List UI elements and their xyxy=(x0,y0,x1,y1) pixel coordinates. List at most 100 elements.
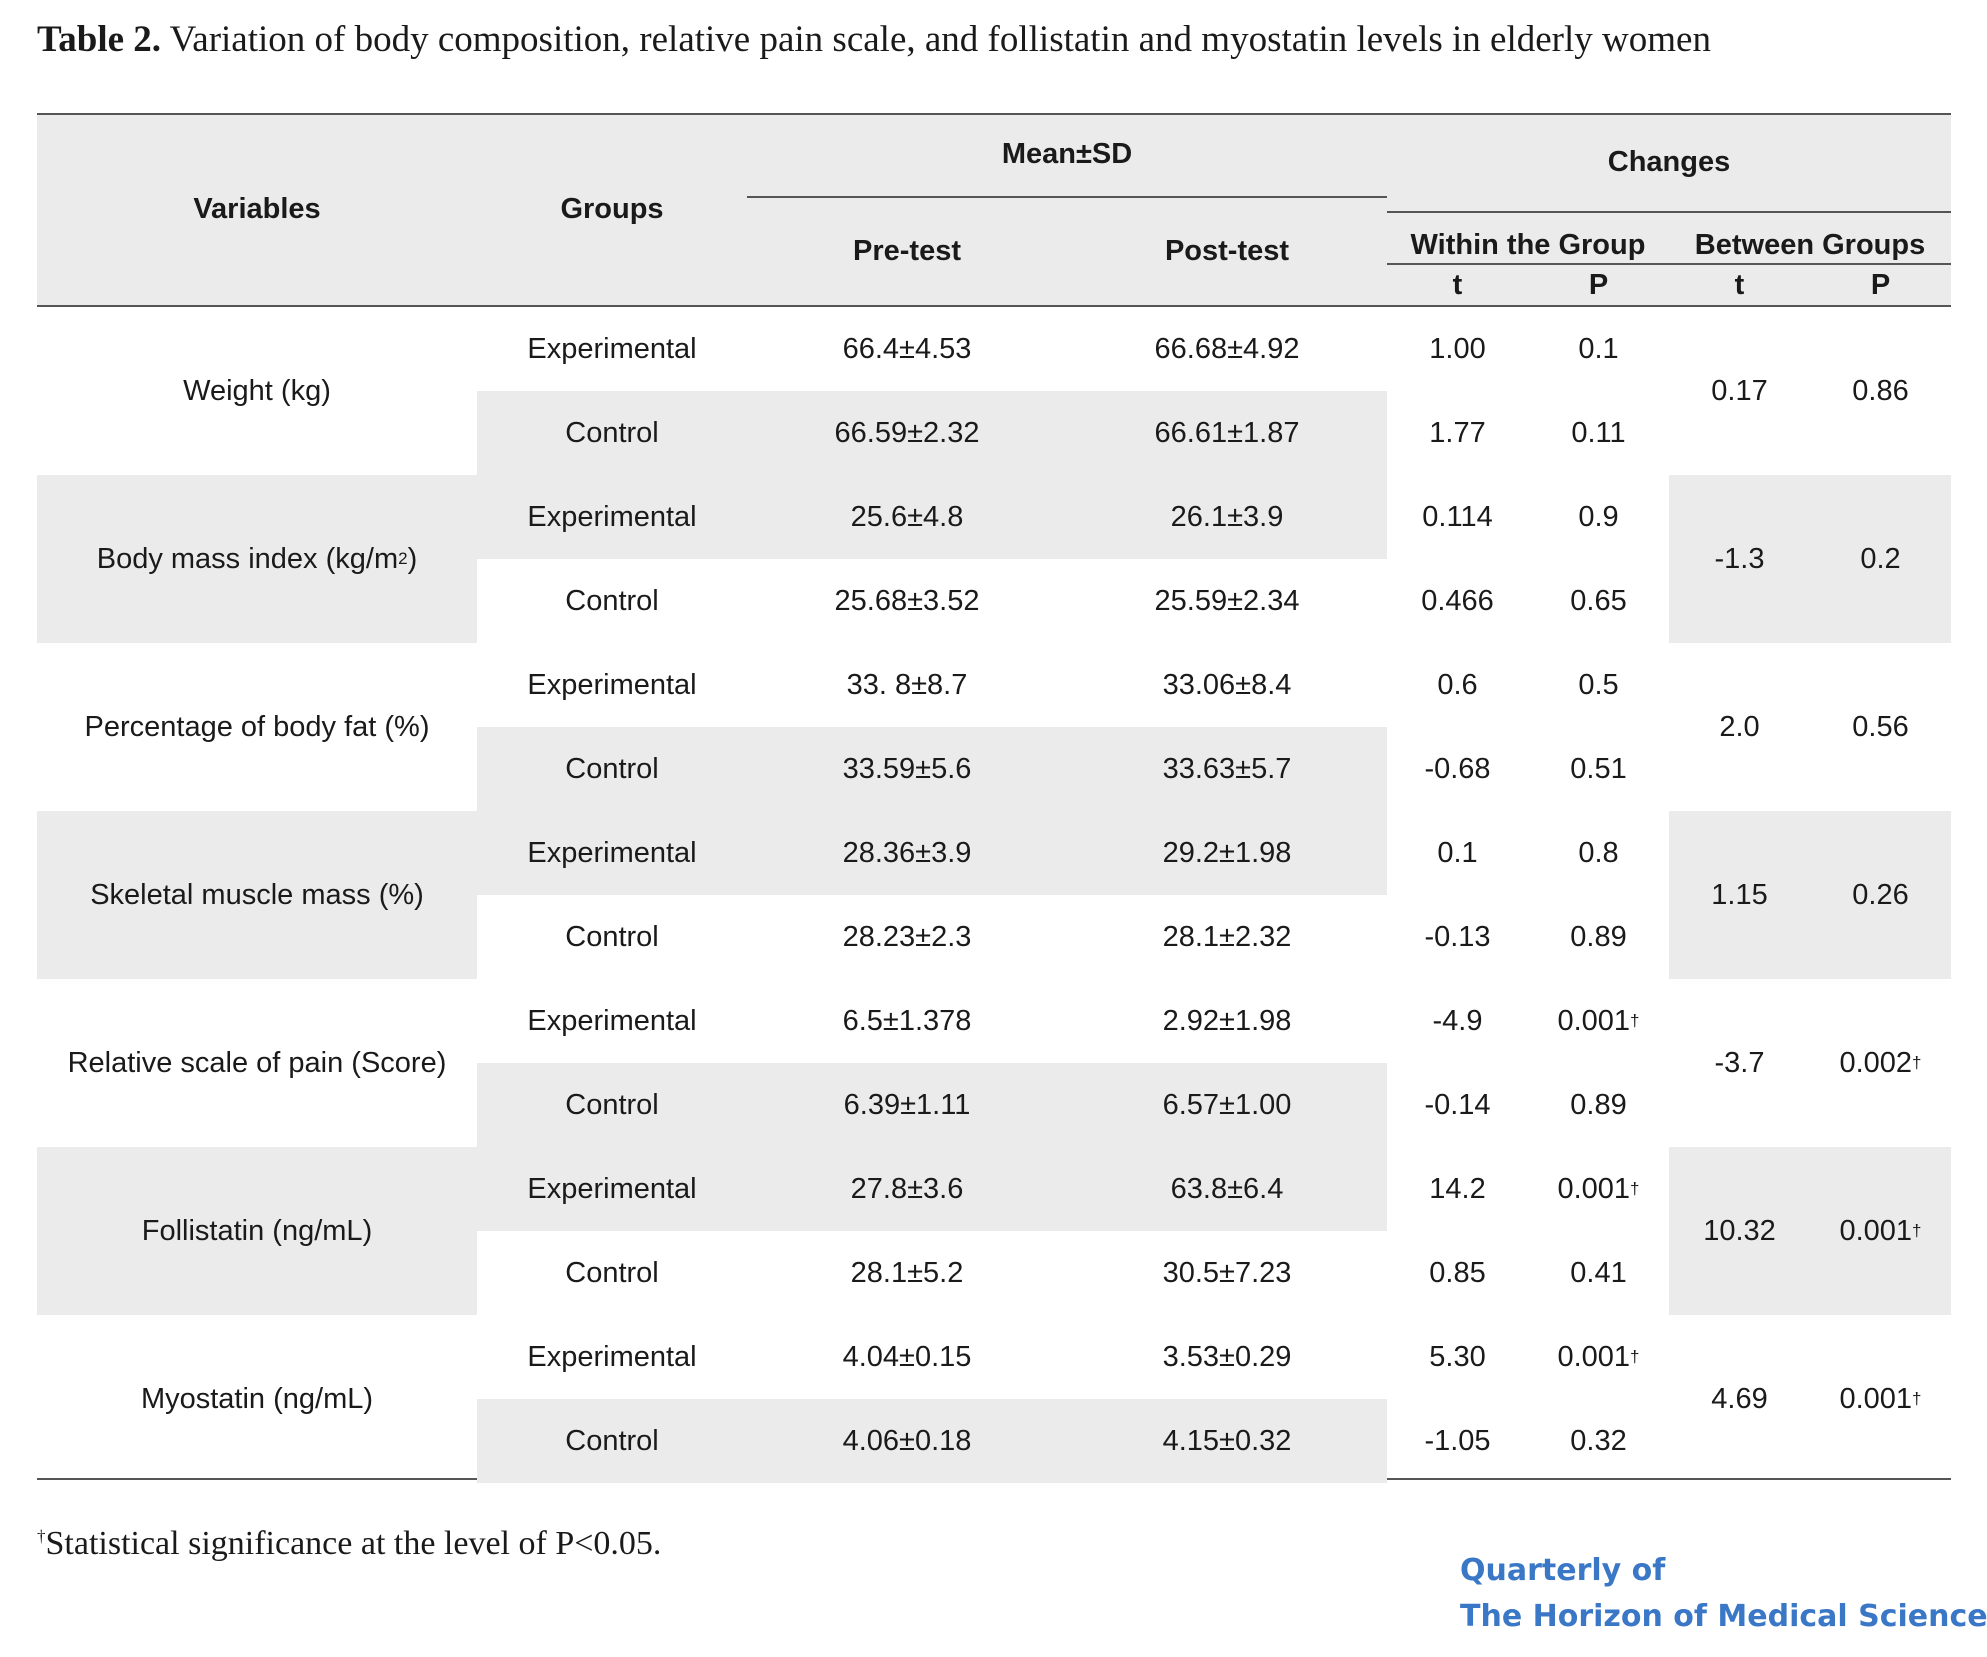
header-mean-sd: Mean±SD xyxy=(1001,137,1133,170)
within-t-value: 0.6 xyxy=(1387,643,1528,727)
within-t-value-text: -0.13 xyxy=(1424,920,1491,953)
within-p-value: 0.5 xyxy=(1528,643,1669,727)
row-shade-between xyxy=(1669,475,1951,643)
row-shade-between xyxy=(1669,1147,1951,1315)
pre-test-value: 28.23±2.3 xyxy=(747,895,1067,979)
group-name-text: Experimental xyxy=(527,836,697,869)
within-p-value-text: 0.32 xyxy=(1570,1424,1627,1457)
group-name-text: Control xyxy=(565,584,659,617)
within-p-value: 0.89 xyxy=(1528,1063,1669,1147)
pre-test-value-text: 4.06±0.18 xyxy=(842,1424,972,1457)
within-p-value-text: 0.89 xyxy=(1570,1088,1627,1121)
between-p-value-text: 0.2 xyxy=(1860,542,1901,575)
within-t-value: 0.1 xyxy=(1387,811,1528,895)
post-test-value-text: 3.53±0.29 xyxy=(1162,1340,1292,1373)
between-p-value-text: 0.56 xyxy=(1852,710,1909,743)
pre-test-value-text: 66.4±4.53 xyxy=(842,332,972,365)
post-test-value-text: 6.57±1.00 xyxy=(1162,1088,1292,1121)
within-p-value: 0.001 † xyxy=(1557,1004,1640,1037)
pre-test-value-text: 66.59±2.32 xyxy=(834,416,980,449)
footnote-text: Statistical significance at the level of… xyxy=(45,1525,662,1562)
journal-logo-line2: The Horizon of Medical Sciences xyxy=(1460,1599,1987,1634)
header-rule xyxy=(37,305,1951,307)
post-test-value-text: 33.63±5.7 xyxy=(1162,752,1292,785)
table-label: Table 2. xyxy=(37,19,162,60)
group-name-text: Control xyxy=(565,920,659,953)
variable-name: Weight (kg) xyxy=(37,307,477,475)
variable-name-text: Weight (kg) xyxy=(183,374,331,407)
between-t-value-text: 2.0 xyxy=(1719,710,1760,743)
between-t-value: 10.32 xyxy=(1669,1147,1810,1315)
between-t-value: 1.15 xyxy=(1669,811,1810,979)
within-t-value-text: -1.05 xyxy=(1424,1424,1491,1457)
within-p-value-text: 0.51 xyxy=(1570,752,1627,785)
post-test-value: 33.63±5.7 xyxy=(1067,727,1387,811)
between-t-value-text: -1.3 xyxy=(1714,542,1765,575)
footnote: †Statistical significance at the level o… xyxy=(37,1525,661,1563)
between-p-value: 0.56 xyxy=(1810,643,1951,811)
post-test-value: 2.92±1.98 xyxy=(1067,979,1387,1063)
between-p-value-text: 0.86 xyxy=(1852,374,1909,407)
group-name-text: Control xyxy=(565,1256,659,1289)
pre-test-value-text: 33. 8±8.7 xyxy=(846,668,968,701)
header-variables: Variables xyxy=(193,193,321,225)
row-shade-control xyxy=(477,1063,1387,1147)
post-test-value-text: 66.68±4.92 xyxy=(1154,332,1300,365)
pre-test-value: 28.36±3.9 xyxy=(747,811,1067,895)
post-test-value-text: 30.5±7.23 xyxy=(1162,1256,1292,1289)
post-test-value: 6.57±1.00 xyxy=(1067,1063,1387,1147)
within-t-value-text: 0.85 xyxy=(1429,1256,1486,1289)
pre-test-value-text: 25.68±3.52 xyxy=(834,584,980,617)
within-t-value-text: 1.00 xyxy=(1429,332,1486,365)
group-name: Experimental xyxy=(477,979,747,1063)
post-test-value: 33.06±8.4 xyxy=(1067,643,1387,727)
pre-test-value-text: 6.39±1.11 xyxy=(843,1088,971,1121)
post-test-value: 66.61±1.87 xyxy=(1067,391,1387,475)
post-test-value-text: 25.59±2.34 xyxy=(1154,584,1300,617)
group-name: Control xyxy=(477,1231,747,1315)
header-between-groups: Between Groups xyxy=(1694,228,1926,261)
within-t-value: -1.05 xyxy=(1387,1399,1528,1483)
within-t-value: -0.13 xyxy=(1387,895,1528,979)
group-name: Control xyxy=(477,391,747,475)
within-t-value-text: 5.30 xyxy=(1429,1340,1486,1373)
within-p-value: 0.65 xyxy=(1528,559,1669,643)
post-test-value-text: 63.8±6.4 xyxy=(1170,1172,1284,1205)
within-p-value-text: 0.001 xyxy=(1557,1004,1631,1037)
between-p-value: 0.002 † xyxy=(1839,1046,1922,1079)
pre-test-value: 4.04±0.15 xyxy=(747,1315,1067,1399)
footnote-dagger: † xyxy=(37,1526,46,1546)
header-within-p: P xyxy=(1588,269,1609,301)
header-within-group: Within the Group xyxy=(1410,228,1646,261)
between-t-value-text: 10.32 xyxy=(1703,1214,1776,1247)
journal-logo-line1: Quarterly of xyxy=(1460,1553,1666,1588)
between-t-value: 0.17 xyxy=(1669,307,1810,475)
mean-sd-rule xyxy=(747,196,1387,198)
group-name-text: Control xyxy=(565,752,659,785)
post-test-value: 29.2±1.98 xyxy=(1067,811,1387,895)
variable-name-end: ) xyxy=(407,542,418,575)
between-t-value: 4.69 xyxy=(1669,1315,1810,1483)
variable-name-text: Skeletal muscle mass (%) xyxy=(90,878,424,911)
pre-test-value-text: 6.5±1.378 xyxy=(842,1004,972,1037)
within-t-value: -0.14 xyxy=(1387,1063,1528,1147)
row-shade-variable xyxy=(37,1147,477,1315)
post-test-value: 63.8±6.4 xyxy=(1067,1147,1387,1231)
group-name: Experimental xyxy=(477,811,747,895)
row-shade-between xyxy=(1669,811,1951,979)
variable-name: Relative scale of pain (Score) xyxy=(37,979,477,1147)
within-p-value: 0.41 xyxy=(1528,1231,1669,1315)
between-p-value: 0.001 † xyxy=(1839,1382,1922,1415)
within-t-value-text: 0.6 xyxy=(1437,668,1478,701)
table-caption: Table 2. Variation of body composition, … xyxy=(37,18,1711,61)
post-test-value: 4.15±0.32 xyxy=(1067,1399,1387,1483)
between-p-value-text: 0.001 xyxy=(1839,1382,1913,1415)
within-p-value-text: 0.001 xyxy=(1557,1172,1631,1205)
header-between-t: t xyxy=(1734,269,1745,301)
within-p-value-text: 0.41 xyxy=(1570,1256,1627,1289)
post-test-value: 3.53±0.29 xyxy=(1067,1315,1387,1399)
within-t-value-text: 0.1 xyxy=(1437,836,1478,869)
between-p-value-text: 0.001 xyxy=(1839,1214,1913,1247)
post-test-value-text: 2.92±1.98 xyxy=(1162,1004,1292,1037)
within-t-value-text: 0.114 xyxy=(1422,500,1493,533)
